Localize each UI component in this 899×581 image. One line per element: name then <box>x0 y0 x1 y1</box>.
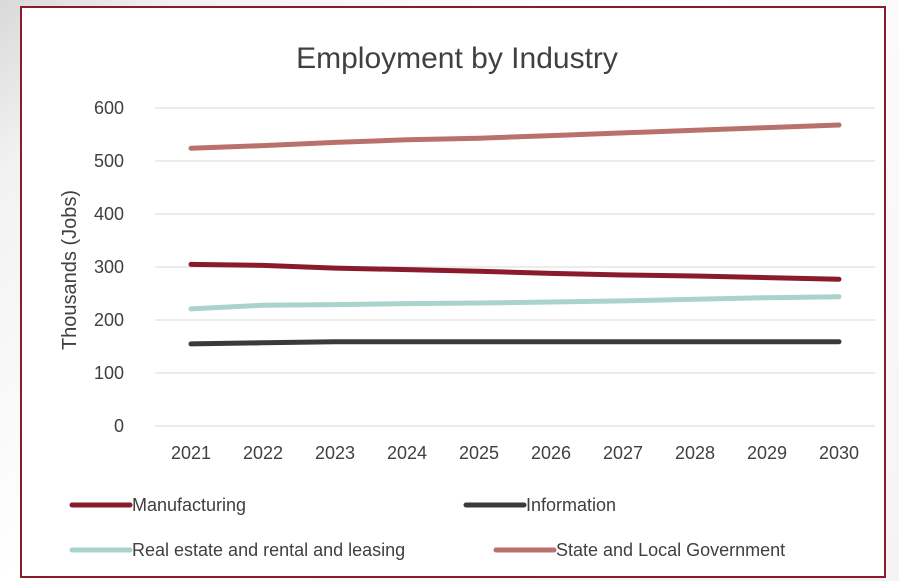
y-tick-label: 400 <box>94 204 124 224</box>
x-tick-label: 2026 <box>531 443 571 463</box>
series-lines <box>188 122 842 347</box>
legend-item: State and Local Government <box>493 540 785 560</box>
legend-label: State and Local Government <box>556 540 785 560</box>
series-line-manufacturing <box>188 261 842 282</box>
series-line-real-estate-and-rental-and-leasing <box>188 294 842 312</box>
legend-item: Real estate and rental and leasing <box>69 540 405 560</box>
x-tick-label: 2027 <box>603 443 643 463</box>
legend-item: Information <box>463 495 616 515</box>
legend-label: Information <box>526 495 616 515</box>
y-tick-label: 100 <box>94 363 124 383</box>
chart-title: Employment by Industry <box>296 42 618 75</box>
x-tick-label: 2023 <box>315 443 355 463</box>
legend: Manufacturing Information Real estate and … <box>69 495 785 560</box>
y-axis-ticks: 0 100 200 300 400 500 600 <box>94 98 124 436</box>
x-tick-label: 2028 <box>675 443 715 463</box>
chart-frame: Employment by Industry 0 100 200 300 400 500 6… <box>20 6 886 578</box>
y-tick-label: 500 <box>94 151 124 171</box>
x-tick-label: 2029 <box>747 443 787 463</box>
legend-label: Manufacturing <box>132 495 246 515</box>
series-line-information <box>188 339 842 347</box>
x-tick-label: 2021 <box>171 443 211 463</box>
y-tick-label: 200 <box>94 310 124 330</box>
series-line-state-and-local-government <box>188 122 842 151</box>
x-tick-label: 2025 <box>459 443 499 463</box>
legend-label: Real estate and rental and leasing <box>132 540 405 560</box>
y-tick-label: 0 <box>114 416 124 436</box>
x-tick-label: 2024 <box>387 443 427 463</box>
x-tick-label: 2022 <box>243 443 283 463</box>
x-tick-label: 2030 <box>819 443 859 463</box>
y-tick-label: 300 <box>94 257 124 277</box>
x-axis-ticks: 2021 2022 2023 2024 2025 2026 2027 2028 2029 2030 <box>171 443 859 463</box>
y-axis-label: Thousands (Jobs) <box>59 190 81 350</box>
y-tick-label: 600 <box>94 98 124 118</box>
legend-item: Manufacturing <box>69 495 246 515</box>
line-chart: Employment by Industry 0 100 200 300 400 500 6… <box>59 42 875 560</box>
